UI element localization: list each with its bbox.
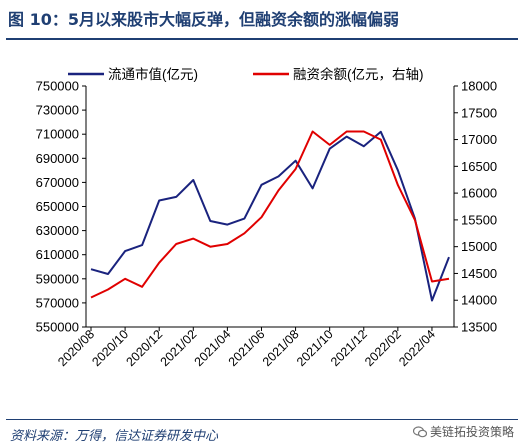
right-tick-label: 17500 bbox=[461, 105, 497, 120]
left-tick-label: 750000 bbox=[36, 79, 79, 94]
x-tick-label: 2020/12 bbox=[123, 327, 165, 369]
right-tick-label: 15500 bbox=[461, 212, 497, 227]
right-tick-label: 18000 bbox=[461, 79, 497, 94]
x-tick-label: 2022/02 bbox=[362, 327, 404, 369]
source-rule bbox=[6, 419, 518, 420]
left-tick-label: 650000 bbox=[36, 199, 79, 214]
legend: 流通市值(亿元) 融资余额(亿元，右轴) bbox=[68, 66, 424, 82]
left-tick-label: 610000 bbox=[36, 247, 79, 262]
chart-svg: 550000 570000 590000 610000 630000 650000 6700… bbox=[36, 66, 498, 369]
right-tick-label: 13500 bbox=[461, 320, 497, 335]
x-tick-label: 2021/10 bbox=[294, 327, 336, 369]
left-tick-label: 570000 bbox=[36, 295, 79, 310]
left-tick-label: 550000 bbox=[36, 320, 79, 335]
right-tick-label: 16000 bbox=[461, 186, 497, 201]
right-axis-ticks: 13500 14000 14500 15000 15500 16000 16500 17000… bbox=[454, 79, 497, 335]
left-tick-label: 690000 bbox=[36, 151, 79, 166]
chart-area: 550000 570000 590000 610000 630000 650000 6700… bbox=[0, 44, 524, 416]
right-tick-label: 17000 bbox=[461, 132, 497, 147]
watermark-text: 美链拓投资策略 bbox=[429, 425, 514, 439]
left-tick-label: 590000 bbox=[36, 271, 79, 286]
left-tick-label: 630000 bbox=[36, 223, 79, 238]
x-tick-label: 2020/10 bbox=[89, 327, 131, 369]
right-tick-label: 15000 bbox=[461, 239, 497, 254]
x-tick-label: 2021/12 bbox=[328, 327, 370, 369]
title-rule bbox=[6, 38, 518, 40]
right-tick-label: 14000 bbox=[461, 293, 497, 308]
legend-label-left: 流通市值(亿元) bbox=[108, 66, 198, 82]
x-tick-label: 2022/04 bbox=[396, 327, 438, 369]
series-line-market-cap bbox=[90, 130, 450, 302]
left-tick-label: 710000 bbox=[36, 127, 79, 142]
left-axis-ticks: 550000 570000 590000 610000 630000 650000 6700… bbox=[36, 79, 86, 335]
right-tick-label: 14500 bbox=[461, 266, 497, 281]
series-line-margin-balance bbox=[90, 130, 450, 299]
watermark: 美链拓投资策略 bbox=[412, 423, 514, 440]
figure-title: 图 10：5月以来股市大幅反弹，但融资余额的涨幅偏弱 bbox=[8, 10, 399, 29]
wechat-icon bbox=[412, 426, 427, 438]
x-tick-label: 2021/06 bbox=[226, 327, 268, 369]
left-tick-label: 670000 bbox=[36, 175, 79, 190]
x-tick-label: 2021/08 bbox=[260, 327, 302, 369]
legend-label-right: 融资余额(亿元，右轴) bbox=[293, 66, 424, 82]
x-axis-ticks: 2020/082020/102020/122021/022021/042021/… bbox=[55, 327, 438, 369]
x-tick-label: 2021/04 bbox=[192, 327, 234, 369]
left-tick-label: 730000 bbox=[36, 103, 79, 118]
source-note: 资料来源：万得，信达证券研发中心 bbox=[10, 429, 219, 444]
series-lines bbox=[90, 130, 450, 302]
right-tick-label: 16500 bbox=[461, 159, 497, 174]
x-tick-label: 2021/02 bbox=[158, 327, 200, 369]
